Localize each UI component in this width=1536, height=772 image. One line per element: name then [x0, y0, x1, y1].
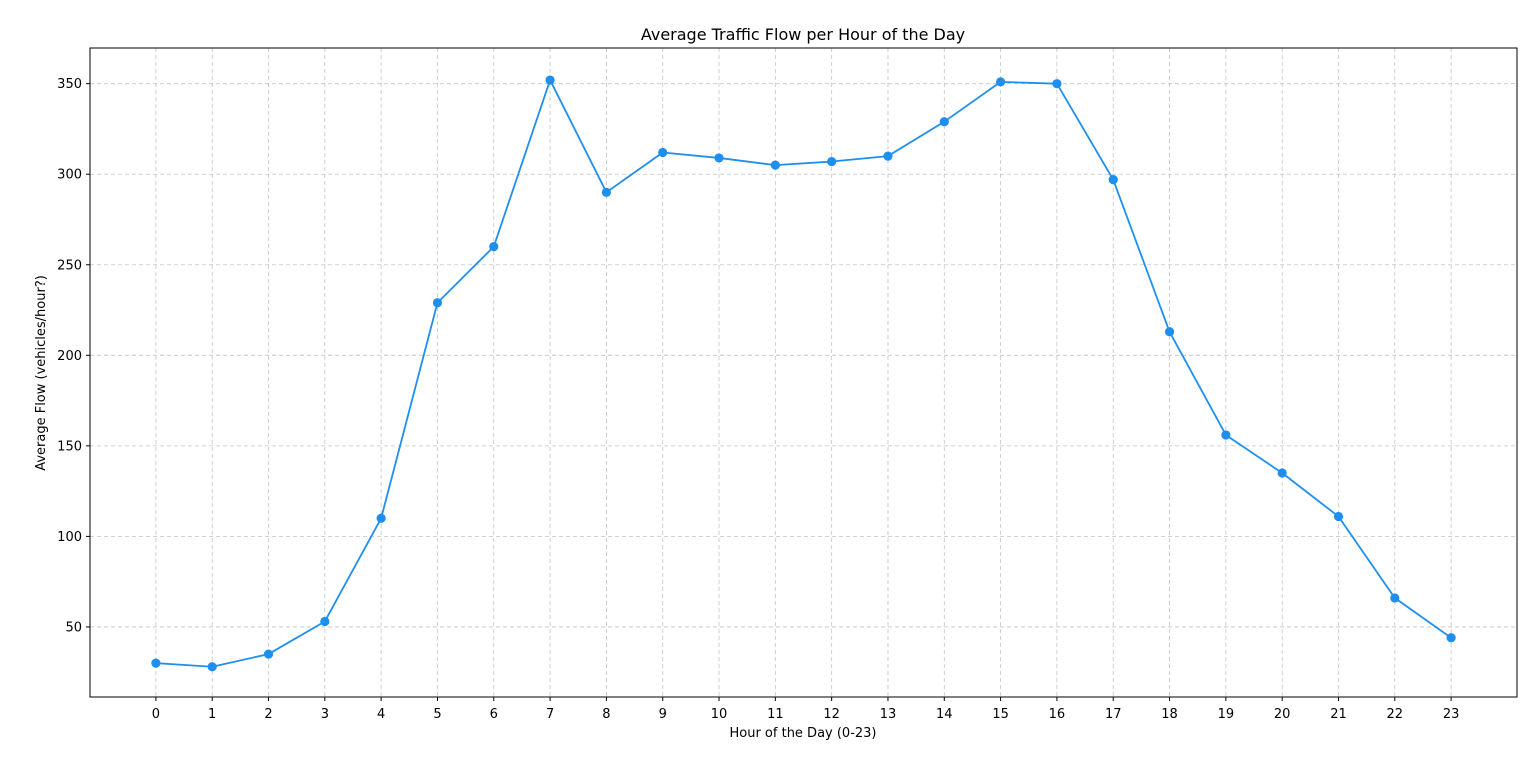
x-tick-label: 4: [377, 707, 385, 722]
data-point: [432, 298, 443, 308]
series-line: [155, 79, 1452, 668]
x-tick-label: 9: [659, 707, 667, 722]
data-point: [263, 649, 274, 659]
x-tick-label: 2: [264, 707, 272, 722]
data-point: [207, 662, 217, 672]
x-tick-label: 8: [602, 707, 610, 722]
y-axis-label: Average Flow (vehicles/hour?): [34, 275, 49, 471]
y-tick-label: 100: [57, 530, 82, 545]
data-point: [658, 147, 668, 158]
data-point: [770, 160, 780, 170]
data-point: [320, 616, 330, 627]
series-layer: [151, 75, 1456, 672]
data-point: [939, 117, 949, 127]
x-tick-label: 0: [152, 707, 160, 722]
data-point: [995, 77, 1006, 87]
x-tick-label: 14: [936, 707, 953, 722]
x-axis-ticks: 0 1 2 3 4 5 6 7 8 9 10 11 12 13 14 15 16 17 18 19 20 21 22 23: [152, 697, 1460, 722]
plot-frame: [89, 47, 1518, 698]
data-point: [376, 513, 386, 523]
x-tick-label: 13: [880, 707, 897, 722]
data-point: [1221, 430, 1231, 440]
x-tick-label: 22: [1387, 707, 1404, 722]
y-tick-label: 300: [57, 168, 82, 183]
data-point: [714, 153, 724, 163]
data-point: [1333, 511, 1344, 522]
y-axis-ticks: 50 100 150 200 250 300 350: [57, 77, 90, 635]
data-point: [883, 151, 893, 161]
x-tick-label: 21: [1330, 707, 1347, 722]
data-point: [1164, 327, 1175, 337]
x-tick-label: 20: [1274, 707, 1291, 722]
x-tick-label: 23: [1443, 707, 1460, 722]
chart-title: Average Traffic Flow per Hour of the Day: [641, 25, 965, 44]
data-point: [827, 156, 837, 167]
x-tick-label: 16: [1049, 707, 1066, 722]
x-tick-label: 3: [321, 707, 329, 722]
data-point: [1277, 468, 1287, 478]
x-tick-label: 17: [1105, 707, 1122, 722]
x-tick-label: 19: [1218, 707, 1235, 722]
data-point: [1390, 593, 1400, 603]
x-axis-label: Hour of the Day (0-23): [729, 726, 876, 741]
y-tick-label: 150: [57, 439, 82, 454]
data-point: [1446, 633, 1456, 643]
y-tick-label: 50: [65, 620, 82, 635]
y-tick-label: 350: [57, 77, 82, 92]
x-tick-label: 12: [823, 707, 840, 722]
data-point: [1108, 175, 1118, 185]
x-tick-label: 11: [767, 707, 784, 722]
y-tick-label: 200: [57, 349, 82, 364]
y-tick-label: 250: [57, 258, 82, 273]
x-tick-label: 5: [433, 707, 441, 722]
data-point: [601, 187, 612, 197]
data-point: [151, 658, 161, 668]
data-point: [545, 75, 555, 85]
x-tick-label: 6: [490, 707, 498, 722]
x-tick-label: 7: [546, 707, 554, 722]
data-point: [1052, 79, 1062, 89]
x-tick-label: 18: [1161, 707, 1178, 722]
x-tick-label: 15: [992, 707, 1009, 722]
data-point: [489, 242, 499, 252]
x-tick-label: 10: [711, 707, 728, 722]
x-tick-label: 1: [208, 707, 216, 722]
